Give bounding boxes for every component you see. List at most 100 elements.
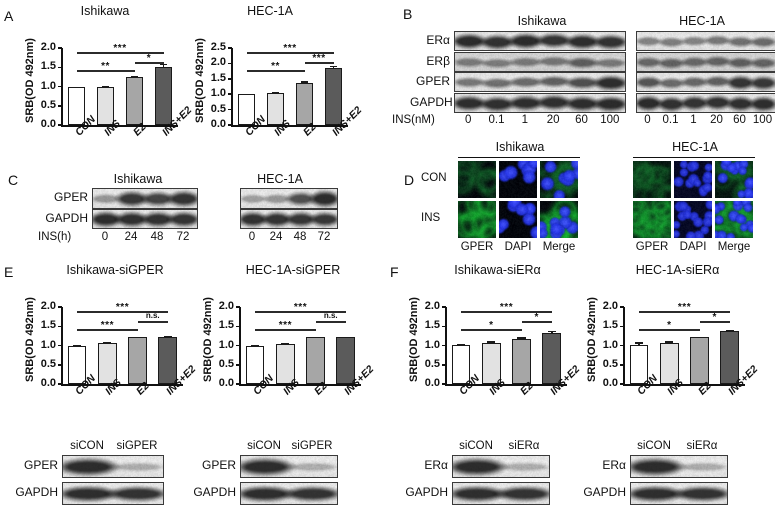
error-bar-cap (160, 64, 168, 65)
panelF-chart-hec1a-siera: 0.00.51.01.52.0SRB(OD 492nm)CONINSE2INS+… (584, 281, 749, 396)
blot-lane-label: 24 (118, 231, 144, 243)
bar (720, 331, 739, 385)
bar (512, 339, 531, 384)
y-axis-label: SRB(OD 492nm) (194, 38, 206, 123)
blot-lane-label: 72 (170, 231, 196, 243)
panel-letter-b: B (403, 6, 412, 22)
panelD-title-rule-hec1a (633, 157, 755, 158)
y-tick (442, 326, 446, 328)
panelF-chart0-title: Ishikawa-siERα (420, 263, 575, 277)
if-micrograph-gper (458, 201, 496, 238)
significance-bracket (316, 321, 346, 323)
significance-label: *** (255, 320, 316, 331)
y-tick (58, 124, 62, 126)
panel-letter-a: A (4, 8, 13, 24)
blot-lane-label: 20 (705, 114, 728, 126)
panelC-title-ishikawa: Ishikawa (78, 172, 198, 186)
blot-row-label: ERα (410, 33, 450, 47)
sirna-lane-label: siGPER (105, 440, 169, 452)
if-column-label: GPER (454, 241, 500, 253)
blot-band-box (636, 31, 775, 51)
blot-band-box (240, 188, 338, 209)
blot-lane-label: 0 (636, 114, 659, 126)
significance-label: *** (305, 53, 334, 64)
y-tick (620, 364, 624, 366)
sirna-lane-label: siERα (493, 440, 555, 452)
bar (296, 83, 314, 125)
y-axis (231, 48, 233, 125)
blot-row-label: GAPDH (0, 485, 58, 499)
y-tick (228, 78, 232, 80)
significance-label: * (461, 320, 522, 331)
bar (306, 337, 325, 384)
y-tick (228, 93, 232, 95)
blot-lane-label: 0 (92, 231, 118, 243)
y-tick (620, 345, 624, 347)
if-micrograph-dapi (674, 201, 712, 238)
panelA-chart-hec1a: 0.00.51.01.52.02.5SRB(OD 492nm)CONINSE2I… (192, 22, 352, 137)
error-bar-cap (133, 337, 141, 338)
error-bar-cap (131, 76, 139, 77)
blot-row-label: GAPDH (178, 485, 236, 499)
blot-band-box (454, 72, 626, 92)
error-bar-cap (695, 337, 703, 338)
bar (325, 68, 343, 125)
y-tick (58, 105, 62, 107)
error-bar-cap (665, 341, 673, 342)
y-tick (620, 383, 624, 385)
blot-lane-label: 1 (511, 114, 539, 126)
panelD-title-ishikawa: Ishikawa (455, 140, 585, 154)
sirna-lane-label: siGPER (281, 440, 343, 452)
panelA-chart-ishikawa: 0.00.51.01.52.0SRB(OD 492nm)CONINSE2INS+… (22, 22, 182, 137)
y-tick (620, 326, 624, 328)
blot-row-label: GAPDH (390, 485, 448, 499)
y-axis-label: SRB(OD 492nm) (408, 297, 420, 382)
significance-label: * (522, 312, 552, 323)
panelE-chart0-title: Ishikawa-siGPER (40, 263, 190, 277)
blot-band-box (240, 209, 338, 229)
error-bar-cap (517, 337, 525, 338)
y-tick (236, 364, 240, 366)
error-bar-cap (330, 66, 338, 67)
if-micrograph-dapi (674, 161, 712, 198)
bar (155, 67, 173, 125)
bar (128, 337, 147, 384)
blot-lane-label: 20 (539, 114, 567, 126)
blot-lane-label: 0.1 (482, 114, 510, 126)
blot-band-box (240, 455, 338, 478)
panelB-title-hec1a: HEC-1A (632, 14, 772, 28)
y-tick (442, 364, 446, 366)
significance-label: n.s. (316, 311, 346, 320)
y-tick (228, 47, 232, 49)
if-micrograph-merge (715, 201, 753, 238)
y-axis-label: SRB(OD 492nm) (24, 297, 36, 382)
error-bar-cap (635, 342, 643, 343)
blot-band-box (636, 72, 775, 92)
if-micrograph-gper (458, 161, 496, 198)
blot-row-label: GAPDH (30, 211, 88, 225)
blot-lane-label: 0.1 (659, 114, 682, 126)
error-bar-cap (311, 337, 319, 338)
y-axis-label: SRB(OD 492nm) (586, 297, 598, 382)
blot-row-label: ERα (568, 458, 626, 472)
significance-label: ** (247, 61, 305, 72)
y-axis-label: SRB(OD 492nm) (24, 38, 36, 123)
bar (690, 337, 709, 384)
if-micrograph-gper (633, 161, 671, 198)
y-tick (58, 326, 62, 328)
y-tick (236, 326, 240, 328)
significance-label: * (700, 312, 730, 323)
if-column-label: Merge (536, 241, 582, 253)
blot-lane-label: 48 (288, 231, 312, 243)
y-tick (236, 383, 240, 385)
error-bar-cap (272, 92, 280, 93)
blot-band-box (454, 52, 626, 72)
significance-label: * (639, 320, 700, 331)
significance-label: * (135, 53, 164, 64)
blot-row-label: GPER (30, 190, 88, 204)
y-tick (228, 109, 232, 111)
y-tick (236, 306, 240, 308)
panelF-chart1-title: HEC-1A-siERα (600, 263, 755, 277)
error-bar-cap (457, 344, 465, 345)
blot-lane-label: 100 (596, 114, 624, 126)
